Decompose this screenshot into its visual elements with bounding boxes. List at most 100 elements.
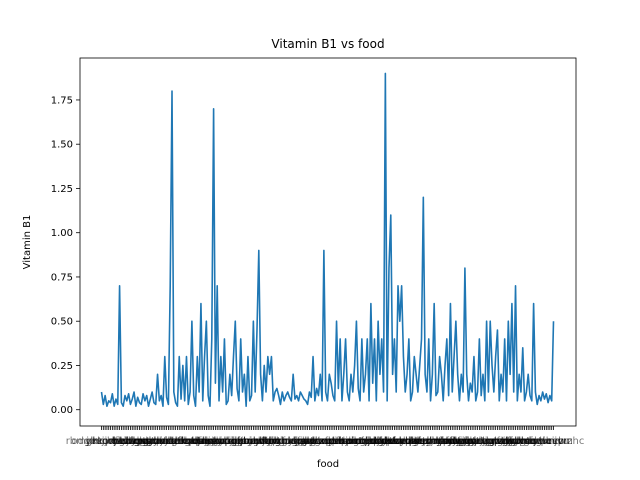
x-tick-label: ebecpincpvyk [322, 436, 391, 447]
x-tick-label: eacanvvdmbhmbj [111, 436, 201, 447]
x-tick-label: gvtxycttfdpno [468, 436, 538, 447]
x-tick-label: etaipiwohedhqsu [368, 436, 453, 447]
x-tick-label: cddicicki [253, 436, 296, 447]
y-axis-ticks: 0.00 0.25 0.50 0.75 1.00 1.25 1.50 1.75 [51, 95, 80, 416]
y-tick-label: 1.50 [51, 140, 73, 151]
x-tick-label: thyqzr [389, 436, 422, 447]
x-tick-label: gqdafhyle [413, 436, 463, 447]
x-tick-label: ckfkadswanhigtm [166, 436, 254, 447]
x-tick-label: mjckapvxubmepc [464, 436, 552, 447]
x-tick-label: mkatlti [149, 436, 184, 447]
x-tick-label: rsxjnfcwfjfinx [415, 436, 481, 447]
x-tick-label: pdrsagdibgmnnyc [225, 436, 315, 447]
x-tick-label: lnxrjtmgugpllw [243, 436, 318, 447]
y-tick-label: 0.75 [51, 272, 73, 283]
x-tick-label: akergthxpkv [163, 436, 225, 447]
x-tick-label: aehzaa [300, 436, 336, 447]
x-tick-label: fflwpdtjag [445, 436, 495, 447]
x-tick-label: aisaxbrfzjs [460, 436, 513, 447]
x-tick-label: mxzmawx [499, 436, 550, 447]
x-tick-label: nkdxrmxrlzxkmsu [133, 436, 222, 447]
x-tick-label: bjmzrerefniay [154, 436, 223, 447]
x-tick-label: swjrotxskwssz [332, 436, 403, 447]
x-tick-label: ikxocem [178, 436, 220, 447]
x-tick-label: rhuvoz [502, 436, 536, 447]
y-tick-label: 0.50 [51, 317, 73, 328]
x-tick-label: pdgrdt [443, 436, 476, 447]
x-tick-label: iamloaulstczu [262, 436, 331, 447]
x-tick-label: ywlbcxwvju [436, 436, 494, 447]
x-tick-label: akogdmrneqycqvp [408, 436, 501, 447]
x-tick-label: dspzhjie [200, 436, 241, 447]
x-tick-label: zvpobmemi [213, 436, 271, 447]
x-tick-label: kniabtlo [184, 436, 224, 447]
x-tick-label: bapuqezgxbfd [445, 436, 516, 447]
x-tick-label: deibewn [531, 436, 573, 447]
x-tick-label: mvoywxutgnzaly [433, 436, 518, 447]
x-tick-label: rwfdzcvbkc [366, 436, 422, 447]
x-tick-label: nvgpzlypwaaygtc [448, 436, 535, 447]
x-tick-label: ontjhddekhpafyj [348, 436, 429, 447]
series-line-vitamin-b1 [100, 72, 555, 407]
x-tick-label: pbhevhaidnzhc [508, 436, 584, 447]
x-tick-label: avzedauamhytcih [382, 436, 471, 447]
x-tick-label: ozqvlbzoqktunlw [141, 436, 225, 447]
x-tick-label: yekorhezlg [85, 436, 139, 447]
x-tick-label: ktqdflcbkrqy [92, 436, 155, 447]
y-tick-label: 1.75 [51, 95, 73, 106]
x-tick-label: xgmaevp [518, 436, 565, 447]
x-tick-label: yaiivztfisovohv [303, 436, 378, 447]
x-tick-label: vtrpbuzcmljdj [312, 436, 380, 447]
x-tick-label: rbmgreomebyzd [66, 436, 148, 447]
y-tick-label: 1.00 [51, 228, 73, 239]
x-tick-label: oaijfkrtgyaj [111, 436, 167, 447]
x-tick-label: eutsjw [481, 436, 514, 447]
x-tick-label: puzxferhuikgi [301, 436, 369, 447]
x-tick-label: ykvkqglemkmyt [381, 436, 461, 447]
x-tick-label: omhbtmgorogg [394, 436, 471, 447]
plot-frame [79, 57, 577, 427]
y-tick-label: 0.00 [51, 405, 73, 416]
x-category-labels: odglncwpkhrbmgreomebyzdyekorhezlgidujjcy… [66, 436, 585, 447]
x-tick-label: qushpdszpiioodk [184, 436, 268, 447]
x-tick-label: cqzzgb [355, 436, 390, 447]
y-axis-label: Vitamin B1 [22, 215, 33, 270]
plot-area: 0.00 0.25 0.50 0.75 1.00 1.25 1.50 1.75 [51, 57, 577, 430]
x-tick-label: gedehmic [326, 436, 375, 447]
x-tick-label: ctedvrafqdil [354, 436, 414, 447]
x-tick-label: lmlvllggt [107, 436, 150, 447]
x-tick-label: xiggbj [222, 436, 253, 447]
y-tick-label: 1.25 [51, 184, 73, 195]
x-tick-label: vgydhf [497, 436, 532, 447]
x-tick-label: odglncwpkh [71, 436, 131, 447]
x-tick-label: opdgmcma [296, 436, 352, 447]
x-axis-label: food [317, 459, 339, 470]
x-tick-label: lczlwpmduxg [112, 436, 178, 447]
x-tick-label: mkfusfs [266, 436, 305, 447]
x-tick-label: shzmzxdsrb [413, 436, 473, 447]
x-tick-label: fhkxrwkjueuopiq [261, 436, 344, 447]
x-tick-label: avzwtox [238, 436, 279, 447]
x-tick-label: ljcnga [293, 436, 323, 447]
x-tick-label: tnnpjcdjxtylwl [197, 436, 267, 447]
x-tick-label: qggygsqkvcdatwr [269, 436, 359, 447]
x-tick-label: iqbqjh [249, 436, 280, 447]
x-axis-ticks [101, 426, 554, 430]
x-tick-label: laqcchlryw [227, 436, 281, 447]
x-tick-label: dgngwsqgurscu [491, 436, 570, 447]
chart-title: Vitamin B1 vs food [271, 37, 384, 51]
x-tick-label: qlxeenkutus [369, 436, 430, 447]
x-tick-label: hudeaqck [137, 436, 186, 447]
x-tick-label: ltbkhal [274, 436, 308, 447]
x-tick-label: essrwf [134, 436, 167, 447]
x-tick-label: ssyhwrsadin [298, 436, 360, 447]
x-tick-label: qdxngmbdqrf [328, 436, 396, 447]
x-tick-label: idujjcygwmg [86, 436, 149, 447]
x-tick-label: rdwnukoevhsnc [377, 436, 455, 447]
y-tick-label: 0.25 [51, 361, 73, 372]
x-tick-label: qxyjyukc [193, 436, 238, 447]
x-tick-label: sqgjcwcbehapljo [131, 436, 214, 447]
x-tick-label: djuhxfytknjvn [501, 436, 569, 447]
